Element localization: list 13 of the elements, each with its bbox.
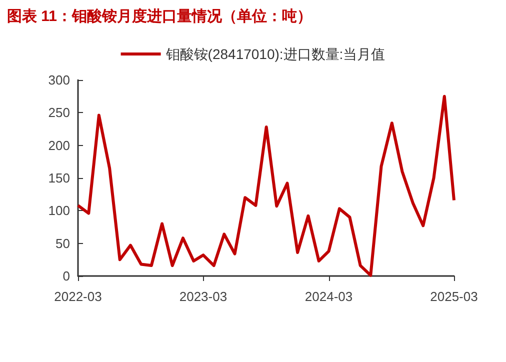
y-tick-label: 0 — [62, 268, 70, 284]
y-tick-label: 100 — [48, 203, 70, 218]
y-tick-label: 50 — [56, 236, 70, 251]
legend-label: 钼酸铵(28417010):进口数量:当月值 — [164, 46, 386, 62]
x-tick-label: 2025-03 — [430, 289, 478, 304]
chart-title: 图表 11：钼酸铵月度进口量情况（单位：吨） — [7, 7, 312, 25]
y-tick-label: 300 — [48, 72, 70, 88]
y-tick-label: 250 — [48, 105, 70, 120]
x-tick-label: 2024-03 — [304, 289, 353, 304]
y-tick-label: 150 — [48, 170, 70, 186]
x-tick-label: 2022-03 — [54, 289, 102, 304]
y-tick-label: 200 — [48, 138, 70, 153]
x-tick-label: 2023-03 — [179, 289, 228, 304]
